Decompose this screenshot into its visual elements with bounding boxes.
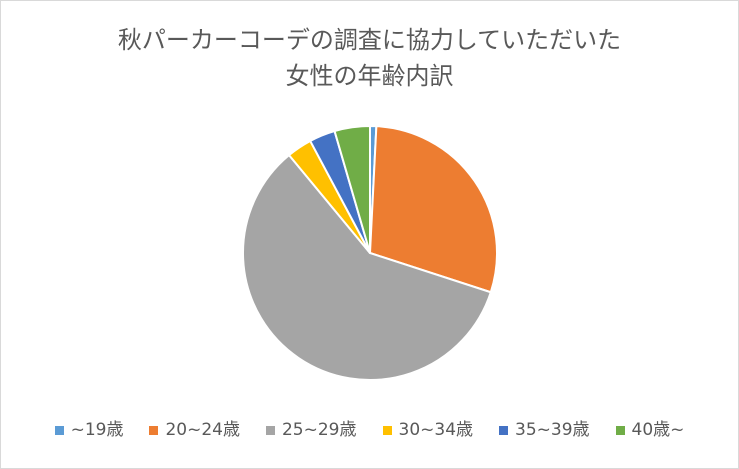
legend-item-under-19: ~19歳 [54, 418, 124, 442]
legend-swatch [265, 425, 275, 435]
legend-item-20-24: 20~24歳 [149, 418, 240, 442]
legend-label: 20~24歳 [165, 420, 240, 440]
legend-label: 35~39歳 [515, 420, 590, 440]
legend-label: 30~34歳 [398, 420, 474, 440]
legend-swatch [149, 425, 159, 435]
pie-slice-40-plus [333, 125, 371, 254]
legend-item-30-34: 30~34歳 [382, 418, 474, 442]
legend-swatch [54, 425, 64, 435]
legend-item-25-29: 25~29歳 [265, 418, 357, 442]
pie-slice-20-24 [369, 125, 498, 294]
chart-title: 秋パーカーコーデの調査に協力していただいた 女性の年齢内訳 [0, 22, 739, 94]
legend-item-35-39: 35~39歳 [499, 418, 590, 442]
pie-slice-25-29 [242, 154, 492, 381]
legend-label: 25~29歳 [281, 420, 357, 440]
pie-slices [242, 124, 498, 381]
legend: ~19歳 20~24歳 25~29歳 30~34歳 35~39歳 40歳~ [0, 418, 739, 442]
legend-swatch [382, 425, 392, 435]
chart-title-line-2: 女性の年齢内訳 [285, 62, 454, 90]
legend-item-40-plus: 40歳~ [615, 418, 685, 442]
legend-label: ~19歳 [70, 420, 124, 440]
legend-swatch [615, 425, 625, 435]
legend-label: 40歳~ [631, 420, 685, 440]
chart-title-line-1: 秋パーカーコーデの調査に協力していただいた [117, 26, 622, 54]
legend-swatch [499, 425, 509, 435]
